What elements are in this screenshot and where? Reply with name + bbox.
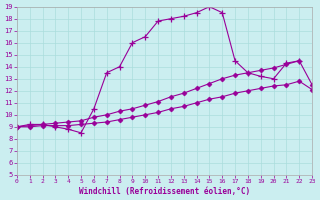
X-axis label: Windchill (Refroidissement éolien,°C): Windchill (Refroidissement éolien,°C) (79, 187, 250, 196)
